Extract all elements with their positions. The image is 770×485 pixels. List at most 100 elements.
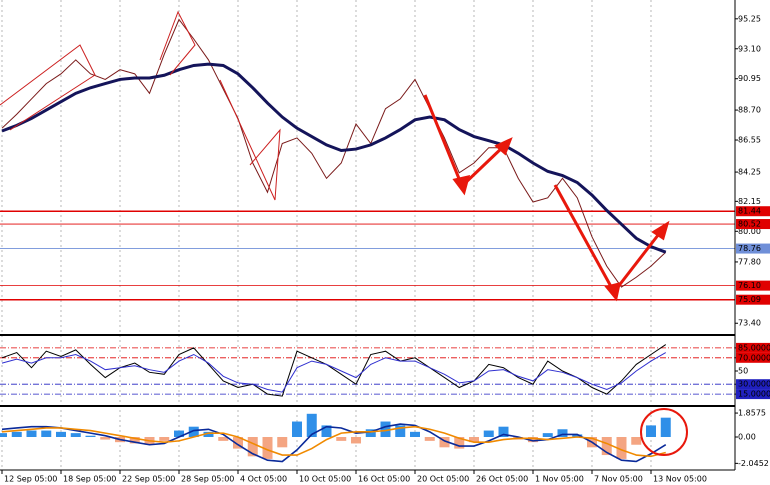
series-line <box>1 344 667 397</box>
histogram-bar <box>365 429 376 438</box>
histogram-bar <box>631 437 642 445</box>
histogram-bar <box>498 426 509 438</box>
level-label-box <box>736 219 770 230</box>
histogram-bar <box>0 433 7 438</box>
level-label: 78.76 <box>738 244 761 253</box>
histogram-bar <box>292 421 302 438</box>
y-tick-label: 1.8575 <box>738 409 766 418</box>
x-tick-label: 13 Nov 05:00 <box>653 475 707 484</box>
arrow <box>423 94 464 187</box>
y-tick-label: 30.0000 <box>738 380 770 389</box>
histogram-bar <box>454 437 465 449</box>
level-label-box <box>736 352 770 363</box>
histogram-bar <box>660 417 671 438</box>
y-tick-label: 86.55 <box>738 136 761 145</box>
x-tick-label: 20 Oct 05:00 <box>417 475 469 484</box>
pattern <box>219 79 281 201</box>
y-tick-label: 93.10 <box>738 44 761 53</box>
level-label: 81.44 <box>738 207 761 216</box>
y-tick-label: 88.70 <box>738 106 761 115</box>
histogram-bar <box>528 437 538 443</box>
level-label-box <box>736 294 770 305</box>
histogram-bar <box>129 437 140 444</box>
y-tick-label: 82.15 <box>738 197 761 206</box>
arrow <box>460 143 507 188</box>
highlight-circle <box>640 408 688 456</box>
histogram-bar <box>159 437 170 441</box>
arrow <box>612 229 664 293</box>
level-label-box <box>736 206 770 217</box>
histogram-bar <box>336 437 347 441</box>
histogram-bar <box>85 435 96 438</box>
histogram-bar <box>395 425 406 438</box>
histogram-bar <box>410 431 420 438</box>
level-label: 75.09 <box>738 295 761 304</box>
level-label-box <box>736 243 770 254</box>
level-label-box <box>736 342 770 353</box>
histogram-bar <box>174 430 184 438</box>
histogram-bar <box>616 437 627 459</box>
y-tick-label: -2.0452 <box>738 459 769 468</box>
histogram-bar <box>247 437 258 457</box>
histogram-bar <box>11 431 22 438</box>
histogram-bar <box>557 429 568 438</box>
y-tick-label: 15.0000 <box>738 390 770 399</box>
histogram-bar <box>203 431 214 438</box>
histogram-bar <box>41 430 52 438</box>
histogram-bar <box>26 430 37 438</box>
histogram-bar <box>262 437 273 459</box>
x-tick-label: 16 Oct 05:00 <box>358 475 410 484</box>
level-label-box <box>736 280 770 291</box>
histogram-bar <box>469 437 479 443</box>
x-tick-label: 1 Nov 05:00 <box>535 475 584 484</box>
x-tick-label: 10 Oct 05:00 <box>299 475 351 484</box>
y-tick-label: 50 <box>738 367 748 376</box>
histogram-bar <box>70 433 81 438</box>
arrow <box>553 184 616 293</box>
series-line <box>1 62 667 254</box>
annotation-arrows <box>423 94 670 302</box>
histogram-bar <box>601 437 612 456</box>
histogram-bar <box>483 430 494 438</box>
y-tick-label: 90.95 <box>738 74 761 83</box>
y-tick-label: 77.80 <box>738 257 761 266</box>
series-line <box>1 423 667 463</box>
histogram-bar <box>306 413 317 438</box>
x-tick-label: 7 Nov 05:00 <box>594 475 643 484</box>
y-tick-label: 70.0000 <box>738 353 770 362</box>
y-tick-label: 95.25 <box>738 14 761 23</box>
pattern <box>0 44 96 131</box>
pattern-outlines <box>0 10 281 201</box>
x-tick-label: 26 Oct 05:00 <box>476 475 528 484</box>
y-tick-label: 73.40 <box>738 319 761 328</box>
histogram-bar <box>100 437 111 440</box>
histogram-bar <box>218 437 229 441</box>
x-tick-label: 28 Sep 05:00 <box>181 475 234 484</box>
arrow-head <box>651 220 670 241</box>
x-tick-label: 4 Oct 05:00 <box>240 475 287 484</box>
pattern <box>159 10 196 76</box>
arrow-head <box>494 137 513 156</box>
series-line <box>1 425 666 458</box>
x-tick-label: 12 Sep 05:00 <box>4 475 57 484</box>
level-label: 76.10 <box>738 281 761 290</box>
histogram-bar <box>56 431 66 438</box>
y-tick-label: 0.00 <box>738 433 756 442</box>
y-tick-label: 80.00 <box>738 227 761 236</box>
level-label: 80.52 <box>738 220 761 229</box>
histogram-bar <box>321 425 332 438</box>
histogram-bar <box>351 437 361 444</box>
level-label-box <box>736 389 770 400</box>
histogram-bar <box>439 437 450 448</box>
histogram-bar <box>572 434 583 438</box>
histogram-bar <box>233 437 243 449</box>
histogram-bar <box>542 433 553 438</box>
x-tick-label: 22 Sep 05:00 <box>122 475 175 484</box>
level-label-box <box>736 379 770 390</box>
y-tick-label: 84.25 <box>738 168 761 177</box>
histogram-bar <box>380 421 391 438</box>
histogram-bar <box>424 437 435 441</box>
x-tick-label: 18 Sep 05:00 <box>63 475 116 484</box>
histogram-bar <box>277 437 288 448</box>
